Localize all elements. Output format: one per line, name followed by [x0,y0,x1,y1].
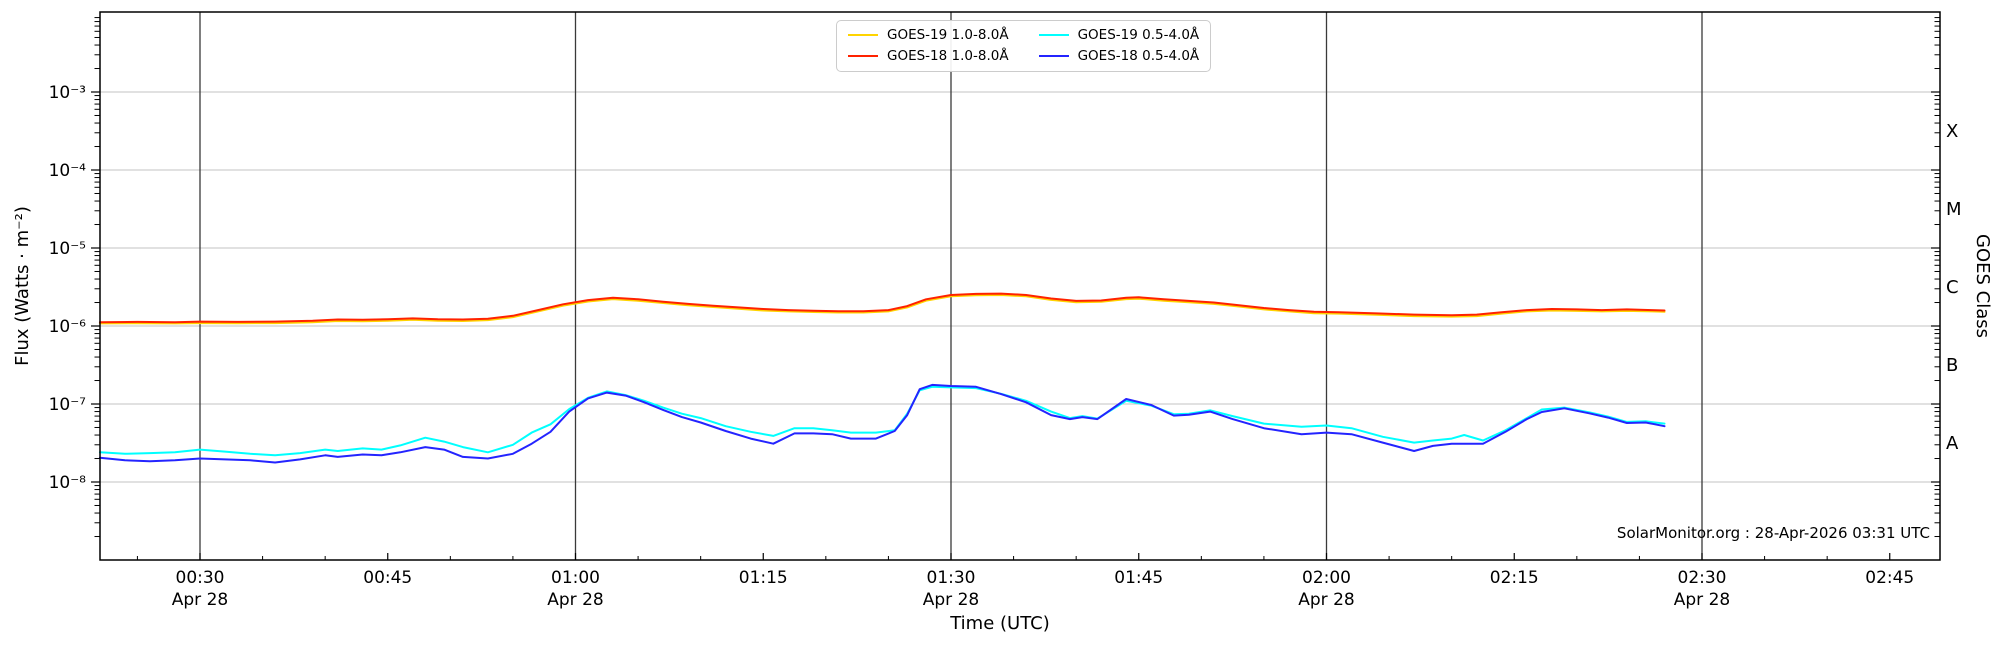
legend-entry: GOES-18 0.5-4.0Å [1038,47,1200,66]
x-date-label: Apr 28 [1298,590,1354,610]
y-axis-label-right: GOES Class [1972,234,1993,338]
x-axis-label: Time (UTC) [949,613,1050,634]
goes-class-letter: M [1946,199,1962,220]
legend-swatch [848,55,878,58]
series-goes-18-0-5-4-0 [98,383,1666,464]
goes-class-letter: X [1946,121,1958,142]
legend-swatch [1038,55,1069,58]
x-tick-label: 02:30 [1678,568,1727,588]
x-date-label: Apr 28 [923,590,979,610]
goes-class-letter: B [1946,355,1958,376]
generated-plot-layer: 10⁻³ 10⁻⁴ 10⁻⁵ 10⁻⁶ 10⁻⁷ 10⁻⁸ X M C B A 00:30 00:45 0… [49,11,1962,610]
x-date-label: Apr 28 [1674,590,1730,610]
legend-label: GOES-18 1.0-8.0Å [887,47,1009,64]
legend-label: GOES-19 0.5-4.0Å [1077,27,1200,43]
plot-border [99,11,1941,561]
legend: GOES-19 1.0-8.0Å GOES-19 0.5-4.0Å GOES-18 … [836,20,1212,72]
y-tick-label: 10⁻⁸ [49,473,87,493]
x-tick-label: 02:00 [1302,568,1351,588]
credit-annotation: SolarMonitor.org : 28-Apr-2026 03:31 UTC [1617,524,1930,542]
legend-swatch [848,34,878,37]
legend-entry: GOES-19 0.5-4.0Å [1038,26,1200,45]
goes-class-letter: A [1946,433,1959,454]
x-tick-label: 01:30 [927,568,976,588]
x-tick-label: 00:45 [363,568,412,588]
legend-label: GOES-19 1.0-8.0Å [887,27,1009,43]
series-goes-19-1-0-8-0 [98,294,1666,325]
x-tick-label: 00:30 [176,568,225,588]
y-axis-label-left: Flux (Watts · m⁻²) [12,206,33,366]
x-tick-label: 01:15 [739,568,788,588]
legend-entry: GOES-19 1.0-8.0Å [848,26,1009,45]
x-tick-label: 02:45 [1865,568,1914,588]
goes-class-letter: C [1946,277,1959,298]
legend-swatch [1038,34,1069,37]
x-tick-label: 01:00 [551,568,600,588]
x-tick-label: 02:15 [1490,568,1539,588]
y-tick-label: 10⁻⁴ [49,161,87,181]
x-date-label: Apr 28 [172,590,228,610]
y-tick-label: 10⁻⁵ [49,239,86,259]
x-tick-label: 01:45 [1114,568,1163,588]
y-tick-label: 10⁻³ [49,83,86,103]
series-goes-19-0-5-4-0 [98,385,1666,457]
y-tick-label: 10⁻⁶ [49,317,87,337]
legend-entry: GOES-18 1.0-8.0Å [848,47,1009,66]
x-date-label: Apr 28 [547,590,603,610]
series-goes-18-1-0-8-0 [98,292,1666,324]
legend-label: GOES-18 0.5-4.0Å [1077,47,1200,64]
y-tick-label: 10⁻⁷ [49,395,87,415]
